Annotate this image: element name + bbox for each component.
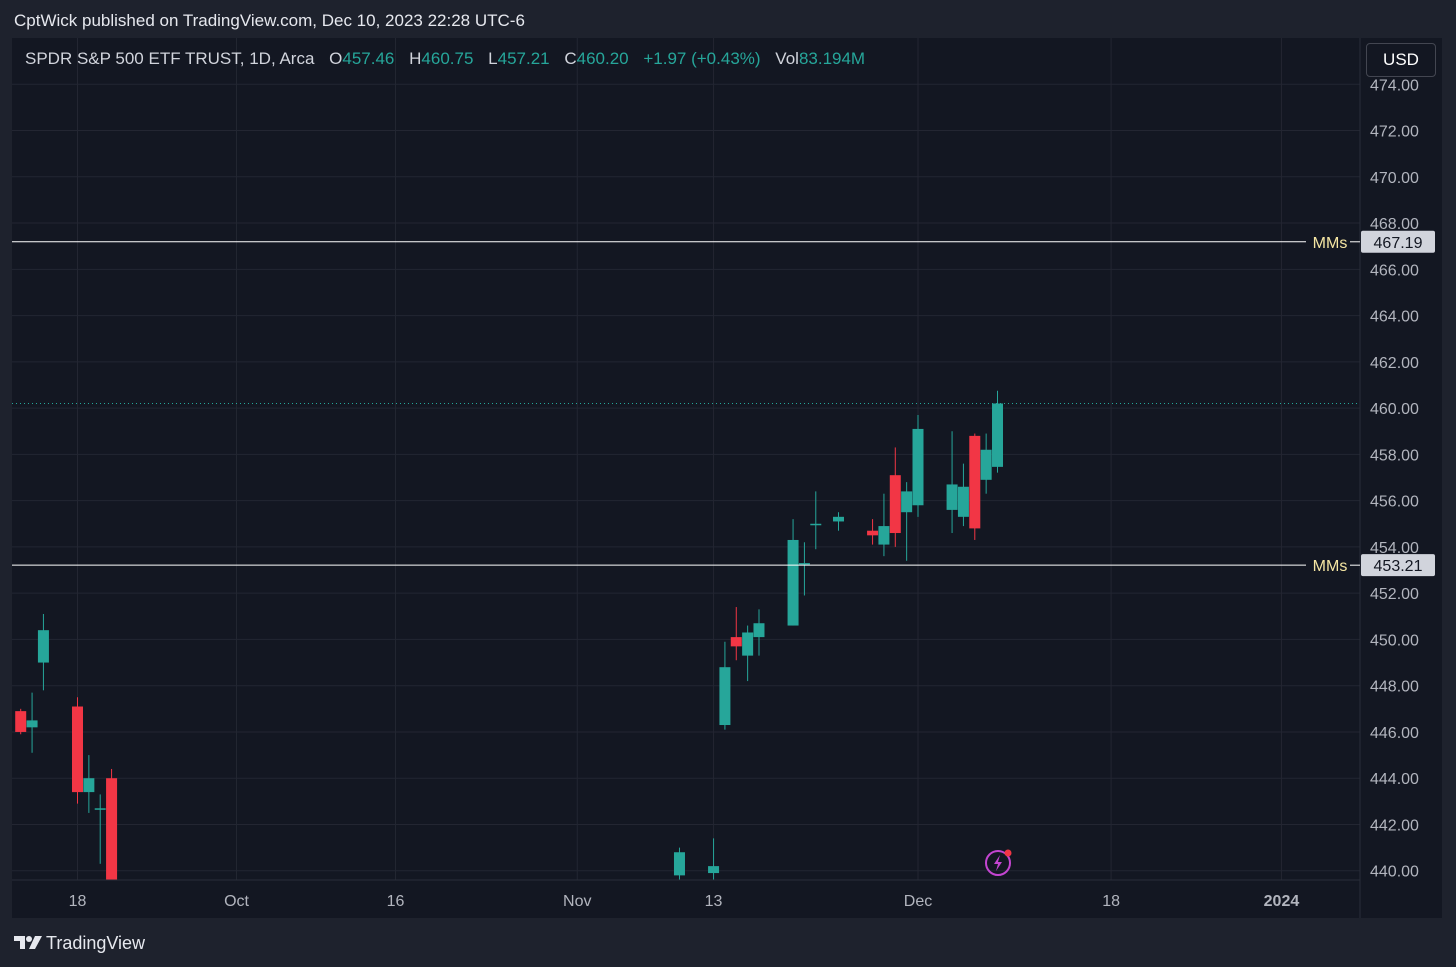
y-tick-label: 468.00 — [1370, 216, 1419, 233]
candle-body-down — [72, 706, 83, 793]
y-tick-label: 446.00 — [1370, 725, 1419, 742]
y-tick-label: 450.00 — [1370, 632, 1419, 649]
candles-group — [15, 390, 1004, 880]
y-tick-label: 444.00 — [1370, 771, 1419, 788]
lightning-alert-icon[interactable] — [984, 848, 1014, 878]
y-tick-label: 456.00 — [1370, 494, 1419, 511]
candle-body-up — [37, 630, 49, 663]
level-price-tag — [1361, 554, 1435, 577]
symbol-legend: SPDR S&P 500 ETF TRUST, 1D, Arca O457.46… — [25, 49, 865, 69]
volume-value: 83.194M — [798, 49, 866, 68]
candle-body-up — [742, 632, 754, 656]
tradingview-brand: TradingView — [46, 933, 146, 953]
y-tick-label: 472.00 — [1370, 124, 1419, 141]
candle-body-up — [798, 563, 810, 565]
close-value: 460.20 — [576, 49, 629, 68]
candle-body-down — [969, 435, 981, 529]
y-tick-label: 458.00 — [1370, 447, 1419, 464]
level-price-value: 467.19 — [1374, 235, 1423, 252]
x-tick-label: 16 — [387, 893, 405, 910]
candle-body-up — [753, 623, 765, 638]
footer — [0, 918, 1456, 967]
level-price-value: 453.21 — [1374, 558, 1423, 575]
high-value: 460.75 — [421, 49, 474, 68]
candle-body-up — [673, 852, 685, 876]
top-bar: CptWick published on TradingView.com, De… — [0, 0, 1456, 38]
price-chart[interactable]: 440.00 442.00 444.00 446.00 448.00 450.00 452.… — [12, 38, 1442, 918]
candle-body-up — [946, 484, 958, 510]
y-tick-label: 440.00 — [1370, 864, 1419, 881]
candle-body-up — [912, 428, 924, 506]
tradingview-logo-icon — [14, 936, 42, 949]
candle-body-up — [94, 808, 106, 810]
y-tick-label: 442.00 — [1370, 817, 1419, 834]
y-tick-label: 474.00 — [1370, 77, 1419, 94]
candle-body-up — [901, 491, 913, 513]
chart-area[interactable]: 440.00 442.00 444.00 446.00 448.00 450.00 452.… — [12, 38, 1442, 918]
currency-button[interactable]: USD — [1366, 43, 1436, 77]
candle-body-down — [106, 778, 118, 880]
candle-body-up — [719, 667, 731, 726]
y-tick-label: 460.00 — [1370, 401, 1419, 418]
candle-body-down — [730, 637, 742, 647]
candle-body-up — [708, 866, 720, 874]
candle-body-up — [26, 720, 38, 728]
high-label: H — [409, 49, 422, 68]
x-tick-label: 18 — [1102, 893, 1120, 910]
x-tick-label: 13 — [705, 893, 723, 910]
candle-body-down — [889, 475, 901, 534]
x-tick-label: 18 — [69, 893, 87, 910]
candle-body-up — [787, 539, 799, 626]
y-tick-label: 466.00 — [1370, 262, 1419, 279]
low-value: 457.21 — [497, 49, 550, 68]
close-label: C — [564, 49, 577, 68]
publish-info: CptWick published on TradingView.com, De… — [14, 11, 525, 30]
candle-body-down — [15, 711, 27, 732]
x-tick-label: Nov — [563, 893, 591, 910]
candle-body-up — [832, 516, 844, 522]
symbol-name: SPDR S&P 500 ETF TRUST, 1D, Arca — [25, 49, 315, 68]
candle-body-up — [980, 449, 992, 480]
x-tick-label: Oct — [224, 893, 249, 910]
y-tick-label: 464.00 — [1370, 309, 1419, 326]
candle-body-up — [878, 526, 890, 545]
y-tick-label: 470.00 — [1370, 170, 1419, 187]
x-tick-label: Dec — [904, 893, 932, 910]
level-label: MMs — [1313, 558, 1348, 575]
y-tick-label: 462.00 — [1370, 355, 1419, 372]
candle-body-up — [957, 486, 969, 517]
candle-body-up — [83, 778, 95, 793]
candle-body-up — [810, 523, 822, 526]
open-value: 457.46 — [342, 49, 395, 68]
open-label: O — [329, 49, 343, 68]
y-tick-label: 454.00 — [1370, 540, 1419, 557]
y-tick-label: 448.00 — [1370, 679, 1419, 696]
low-label: L — [488, 49, 498, 68]
candle-body-up — [992, 403, 1004, 467]
level-price-tag — [1361, 230, 1435, 253]
volume-label: Vol — [775, 49, 799, 68]
change-value: +1.97 (+0.43%) — [643, 49, 761, 68]
x-tick-label: 2024 — [1264, 893, 1300, 910]
level-label: MMs — [1313, 235, 1348, 252]
candle-body-down — [867, 530, 879, 536]
y-tick-label: 452.00 — [1370, 586, 1419, 603]
